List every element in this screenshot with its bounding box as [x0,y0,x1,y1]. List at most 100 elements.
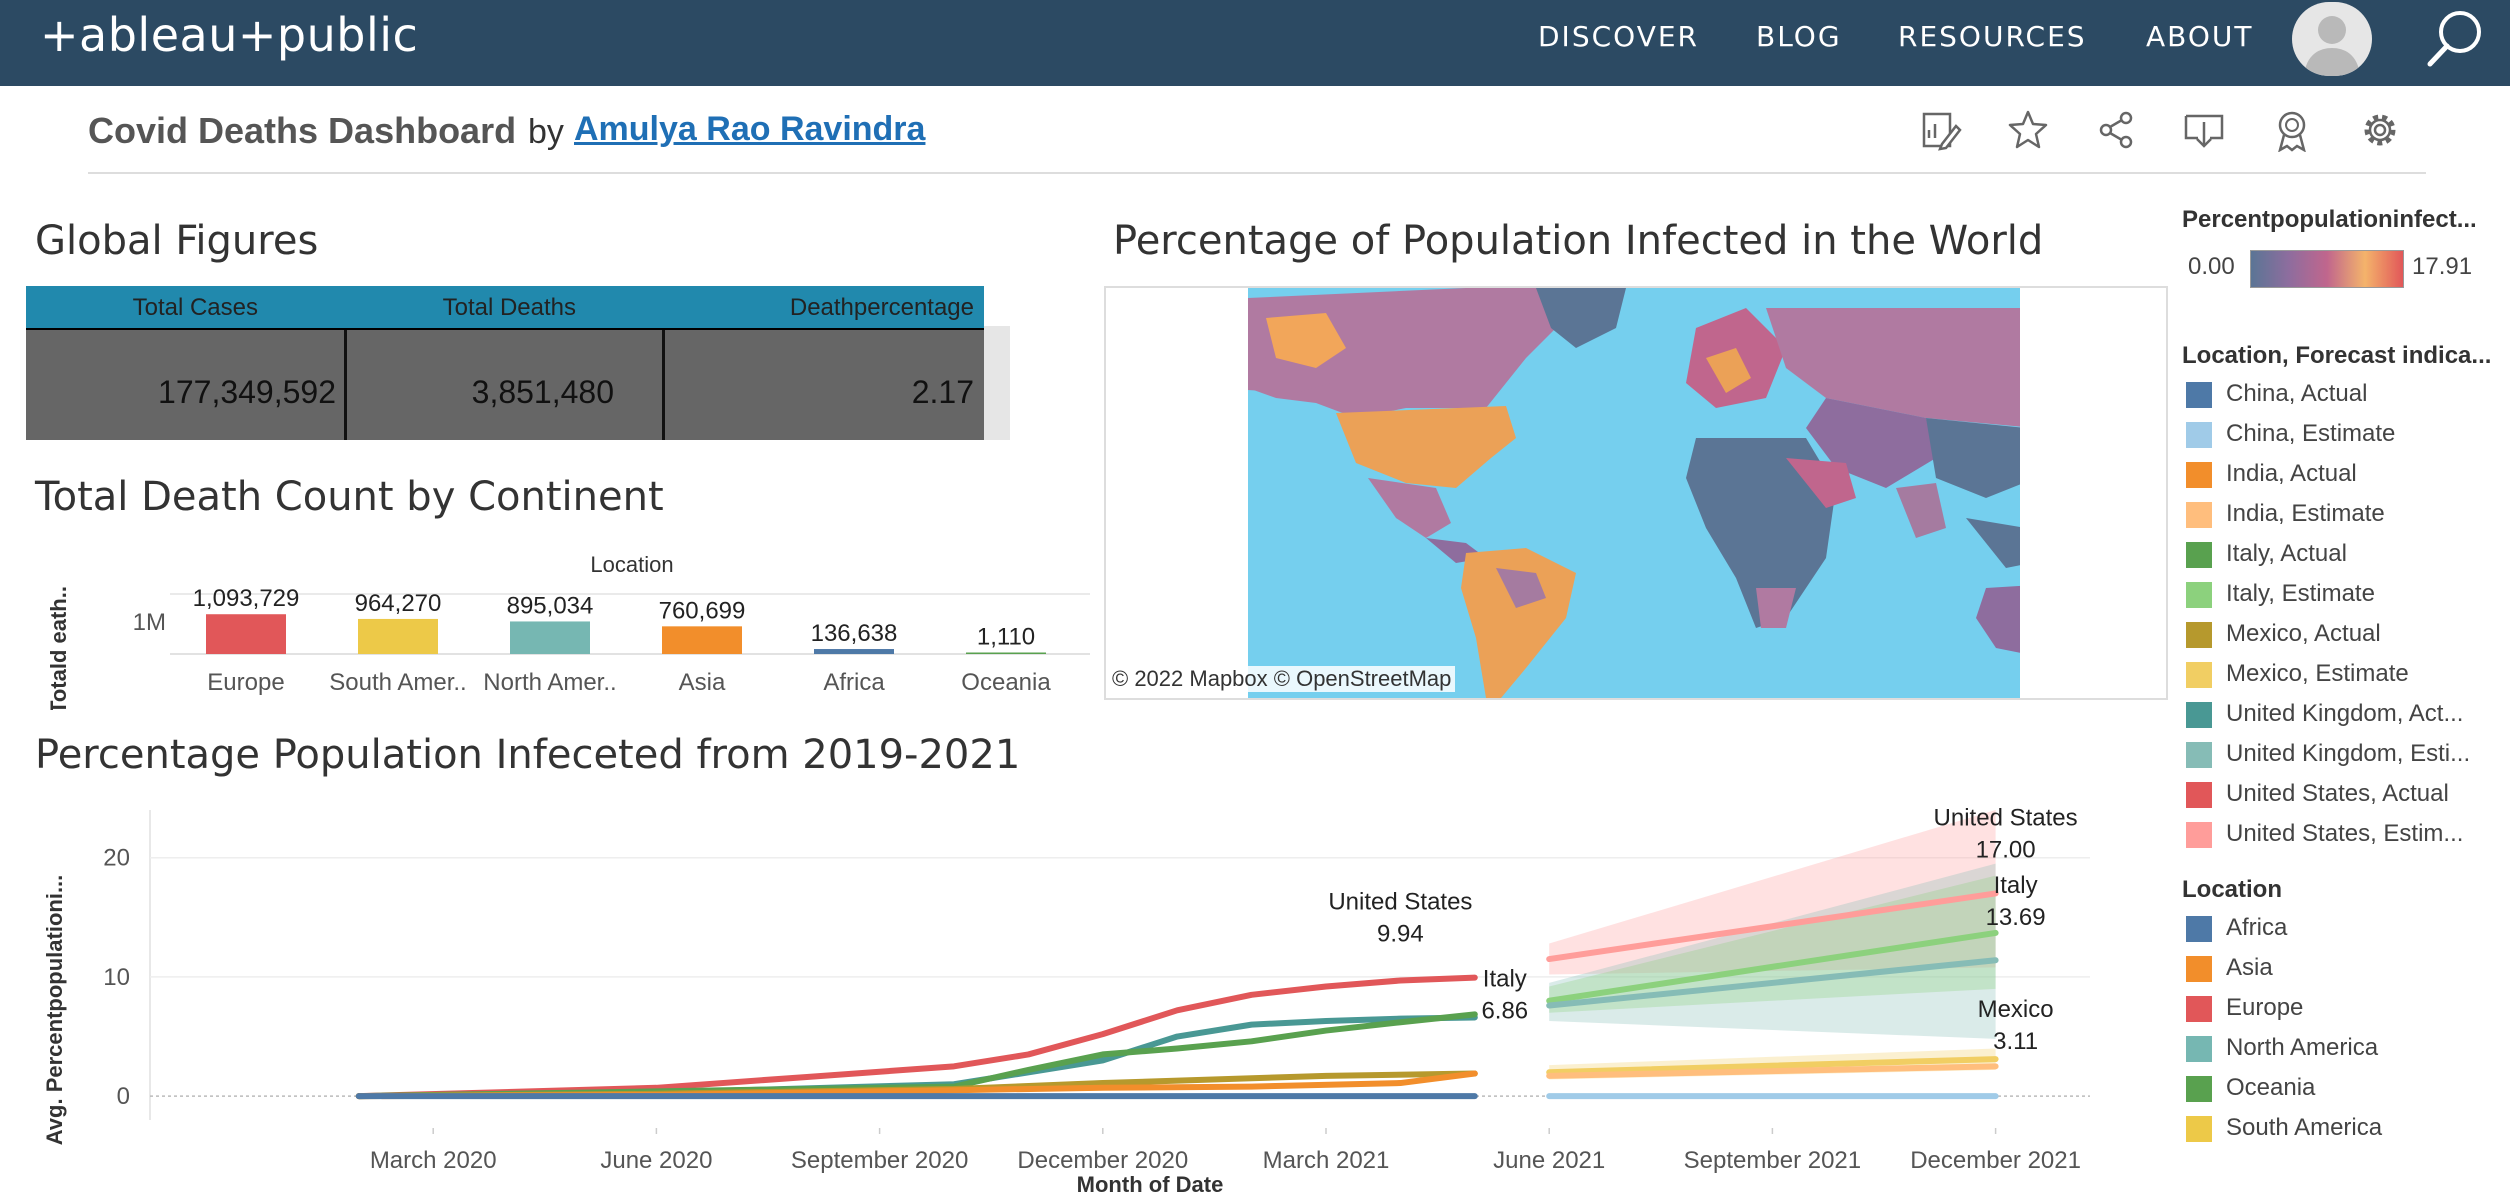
table-scrollbar[interactable] [984,326,1010,440]
nav-blog-link[interactable]: BLOG [1756,20,1842,53]
usa[interactable] [1336,406,1516,488]
map-margin-left [1106,288,1248,698]
x-tick-label: June 2020 [600,1147,712,1174]
annotation-value: 3.11 [1993,1028,2038,1055]
choropleth-map[interactable] [1106,288,2166,698]
legend-label: India, Actual [2226,460,2357,487]
y-tick-label: 0 [117,1083,130,1110]
legend-swatch [2186,382,2212,408]
india[interactable] [1896,483,1946,538]
legend-label: Mexico, Estimate [2226,660,2409,687]
south-america[interactable] [1461,548,1576,698]
infection-line-chart: Avg. Percentpopulationi... Month of Date… [42,804,2090,1197]
global-figures-values: 177,349,592 3,851,480 2.17 [26,330,984,440]
total-cases-value: 177,349,592 [158,374,336,410]
legend-swatch [2186,422,2212,448]
line-chart-x-label: Month of Date [1077,1172,1224,1197]
person-icon [2304,16,2360,76]
author-link[interactable]: Amulya Rao Ravindra [574,110,926,148]
color-legend-gradient [2250,250,2404,288]
column-separator [344,330,347,440]
x-tick-label: December 2020 [1017,1147,1188,1174]
download-button[interactable] [2182,108,2226,152]
by-label: by [528,113,564,151]
africa[interactable] [1686,438,1836,628]
bar-africa[interactable] [814,649,894,654]
annotation-label: United States [1934,804,2078,831]
x-tick-label: June 2021 [1493,1147,1605,1174]
legend-label: Oceania [2226,1074,2316,1101]
bar-chart-header: Location [590,552,673,577]
settings-button[interactable] [2358,108,2402,152]
bar-category-label: Europe [207,669,284,696]
legend-label: China, Actual [2226,380,2368,407]
bar-value-label: 895,034 [507,592,594,619]
line-chart-y-label: Avg. Percentpopulationi... [42,875,67,1146]
series-line-united-states-estimate[interactable] [1546,890,1999,963]
legend-label: Europe [2226,994,2304,1021]
brazil-north[interactable] [1496,568,1546,608]
bar-europe[interactable] [206,614,286,654]
china[interactable] [1926,418,2036,498]
edit-icon [1922,112,1962,151]
bar-asia[interactable] [662,626,742,654]
legend-swatch [2186,502,2212,528]
x-tick-label: March 2020 [370,1147,497,1174]
bar-oceania[interactable] [966,652,1046,655]
series-line-united-kingdom-estimate[interactable] [1546,957,1999,1009]
bar-value-label: 136,638 [811,620,898,647]
color-legend-min: 0.00 [2188,253,2235,280]
death-count-bar-chart: Location Totald eath.. 1M 1,093,729 Europ… [46,552,1090,710]
bar-south-amer-[interactable] [358,618,438,654]
search-button[interactable] [2420,4,2490,74]
color-legend-title: Percentpopulationinfect... [2182,206,2477,233]
annotation-label: Italy [1994,872,2038,899]
alaska-state[interactable] [1266,313,1346,368]
legend-swatch [2186,742,2212,768]
legend-label: Asia [2226,954,2273,981]
series-line-mexico-estimate[interactable] [1546,1056,1999,1076]
annotation-value: 13.69 [1986,904,2046,931]
tableau-public-logo[interactable]: +ableau+public [40,8,419,62]
legend-label: Mexico, Actual [2226,620,2381,647]
total-cases-header: Total Cases [132,294,258,321]
user-avatar[interactable] [2292,2,2372,76]
y-tick-label: 20 [103,845,130,872]
legend-swatch [2186,916,2212,942]
series-line-united-states-actual[interactable] [355,974,1478,1100]
share-button[interactable] [2094,108,2138,152]
legend-swatch [2186,1116,2212,1142]
middle-east[interactable] [1786,458,1856,508]
edit-button[interactable] [1918,108,1962,152]
nav-resources-link[interactable]: RESOURCES [1898,20,2087,53]
nav-discover-link[interactable]: DISCOVER [1538,20,1699,53]
series-line-india-estimate[interactable] [1546,1063,1999,1079]
column-separator [662,330,665,440]
map-attribution[interactable]: © 2022 Mapbox © OpenStreetMap [1108,666,1456,692]
favorite-button[interactable] [2006,108,2050,152]
bar-north-amer-[interactable] [510,621,590,654]
legend-swatch [2186,822,2212,848]
map-margin-right [2020,288,2166,698]
nav-about-link[interactable]: ABOUT [2146,20,2254,53]
x-tick-label: December 2021 [1910,1147,2081,1174]
color-legend-max: 17.91 [2412,253,2473,280]
forecast-legend-title: Location, Forecast indica... [2182,342,2492,369]
mexico[interactable] [1368,478,1451,538]
legend-swatch [2186,1036,2212,1062]
bar-category-label: Asia [679,669,726,696]
gear-icon [2364,114,2396,146]
bar-value-label: 1,110 [977,624,1035,651]
download-icon [2184,114,2224,148]
annotation-value: 9.94 [1377,921,1424,948]
world-map[interactable] [1104,286,2168,700]
badge-button[interactable] [2270,108,2314,153]
annotation-label: Mexico [1978,996,2054,1023]
legend-swatch [2186,702,2212,728]
series-line-italy-estimate[interactable] [1546,929,1999,1004]
legend-swatch [2186,622,2212,648]
europe-highlight[interactable] [1706,348,1751,393]
south-africa[interactable] [1756,588,1796,628]
legend-swatch [2186,582,2212,608]
greenland[interactable] [1536,288,1626,348]
